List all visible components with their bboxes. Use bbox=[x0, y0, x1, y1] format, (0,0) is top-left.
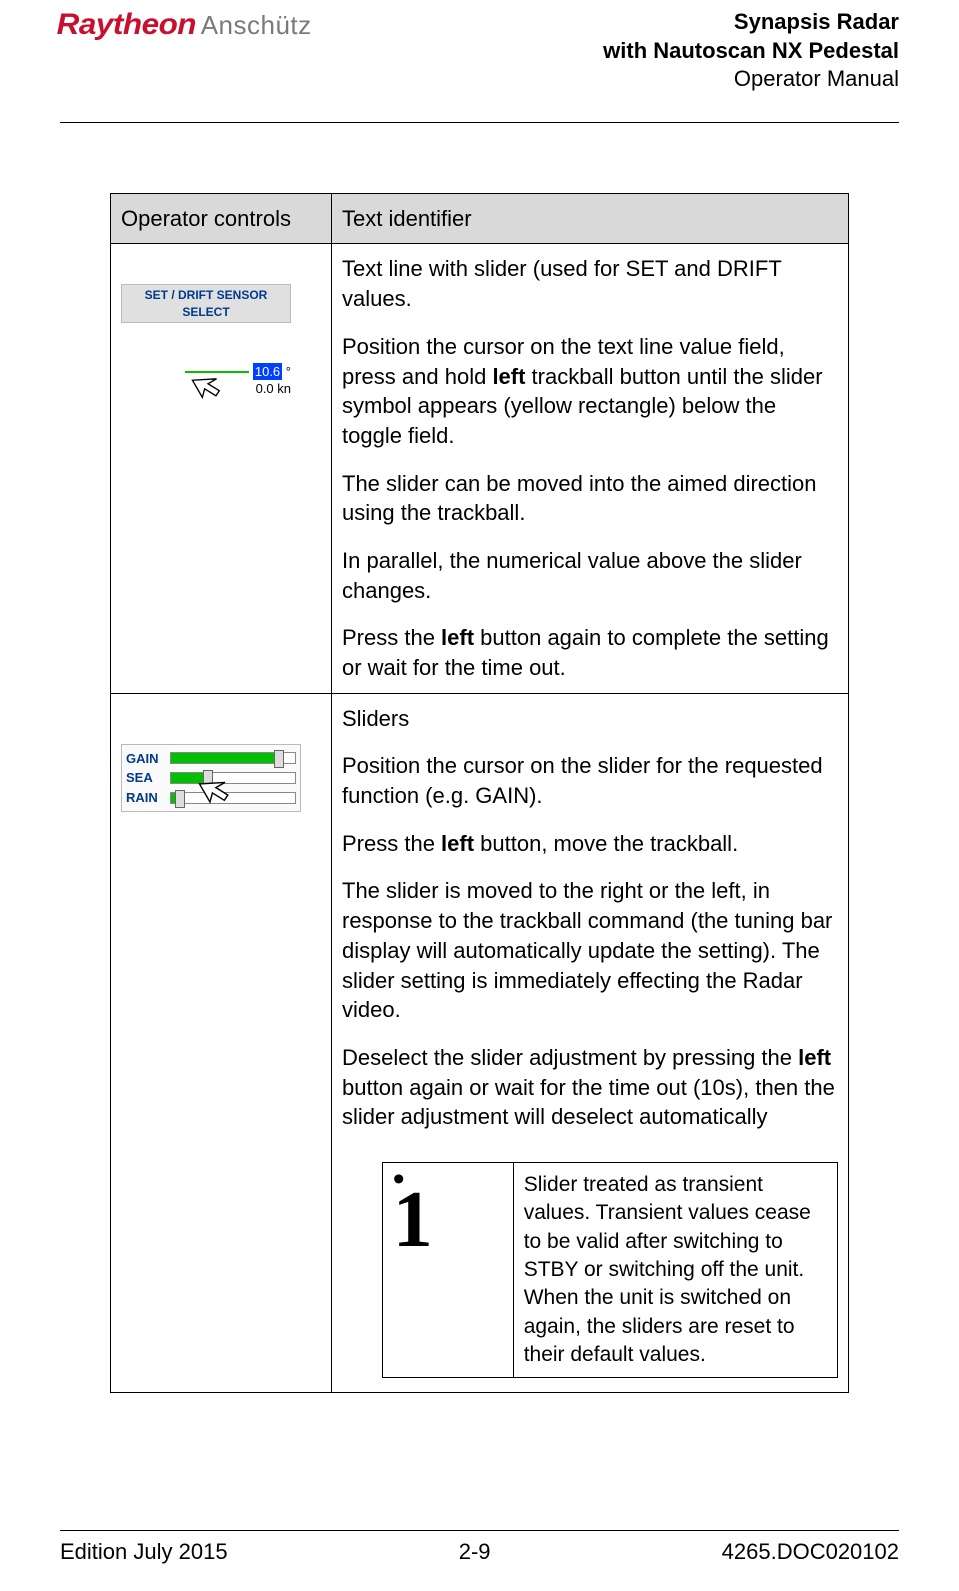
brand-logo: Raytheon Anschütz bbox=[60, 8, 312, 42]
desc-text: Sliders bbox=[342, 704, 838, 734]
drift-value: 0.0 bbox=[256, 380, 274, 398]
drift-unit: kn bbox=[277, 381, 291, 396]
col-header-identifier: Text identifier bbox=[332, 193, 849, 244]
set-drift-widget: SET / DRIFT SENSOR SELECT 10.6 ° 0.0 kn bbox=[121, 284, 291, 405]
page-footer: Edition July 2015 2-9 4265.DOC020102 bbox=[60, 1530, 899, 1565]
cursor-arrow-icon bbox=[191, 368, 227, 404]
raytheon-wordmark: Raytheon bbox=[57, 8, 196, 42]
info-icon-cell: •1 bbox=[382, 1162, 513, 1377]
page: Raytheon Anschütz Synapsis Radar with Na… bbox=[0, 0, 959, 1591]
footer-edition: Edition July 2015 bbox=[60, 1539, 228, 1565]
info-note-text: Slider treated as transient values. Tran… bbox=[513, 1162, 837, 1377]
set-value: 10.6 bbox=[253, 363, 282, 381]
page-header: Raytheon Anschütz Synapsis Radar with Na… bbox=[60, 0, 899, 104]
footer-row: Edition July 2015 2-9 4265.DOC020102 bbox=[60, 1539, 899, 1565]
content-area: Operator controls Text identifier SET / … bbox=[60, 123, 899, 1394]
control-illustration-cell: GAIN SEA bbox=[111, 693, 332, 1393]
doc-title-line2: with Nautoscan NX Pedestal bbox=[603, 37, 899, 66]
slider-label: GAIN bbox=[126, 750, 166, 768]
set-drift-title: SET / DRIFT SENSOR SELECT bbox=[121, 284, 291, 322]
gain-sea-rain-widget: GAIN SEA bbox=[121, 744, 301, 813]
slider-fill bbox=[171, 753, 276, 763]
set-unit: ° bbox=[286, 364, 291, 379]
col-header-controls: Operator controls bbox=[111, 193, 332, 244]
info-icon: •1 bbox=[393, 1171, 433, 1252]
table-row: SET / DRIFT SENSOR SELECT 10.6 ° 0.0 kn bbox=[111, 244, 849, 693]
document-title-block: Synapsis Radar with Nautoscan NX Pedesta… bbox=[603, 8, 899, 94]
desc-text: Position the cursor on the slider for th… bbox=[342, 751, 838, 810]
desc-text: Position the cursor on the text line val… bbox=[342, 332, 838, 451]
control-description-cell: Sliders Position the cursor on the slide… bbox=[332, 693, 849, 1393]
slider-knob bbox=[274, 750, 284, 768]
doc-title-line3: Operator Manual bbox=[603, 65, 899, 94]
slider-track bbox=[170, 752, 296, 764]
footer-page-number: 2-9 bbox=[459, 1539, 491, 1565]
footer-doc-number: 4265.DOC020102 bbox=[722, 1539, 899, 1565]
doc-title-line1: Synapsis Radar bbox=[603, 8, 899, 37]
desc-text: Text line with slider (used for SET and … bbox=[342, 254, 838, 313]
controls-table: Operator controls Text identifier SET / … bbox=[110, 193, 849, 1394]
desc-text: Deselect the slider adjustment by pressi… bbox=[342, 1043, 838, 1132]
desc-text: Press the left button again to complete … bbox=[342, 623, 838, 682]
footer-rule bbox=[60, 1530, 899, 1531]
slider-label: RAIN bbox=[126, 789, 166, 807]
info-note-table: •1 Slider treated as transient values. T… bbox=[382, 1162, 838, 1378]
anschutz-wordmark: Anschütz bbox=[201, 10, 312, 41]
slider-row-gain: GAIN bbox=[126, 750, 296, 768]
cursor-arrow-icon bbox=[198, 771, 236, 809]
desc-text: Press the left button, move the trackbal… bbox=[342, 829, 838, 859]
control-illustration-cell: SET / DRIFT SENSOR SELECT 10.6 ° 0.0 kn bbox=[111, 244, 332, 693]
desc-text: The slider is moved to the right or the … bbox=[342, 876, 838, 1024]
control-description-cell: Text line with slider (used for SET and … bbox=[332, 244, 849, 693]
slider-label: SEA bbox=[126, 769, 166, 787]
table-row: GAIN SEA bbox=[111, 693, 849, 1393]
desc-text: The slider can be moved into the aimed d… bbox=[342, 469, 838, 528]
desc-text: In parallel, the numerical value above t… bbox=[342, 546, 838, 605]
slider-knob bbox=[175, 790, 185, 808]
